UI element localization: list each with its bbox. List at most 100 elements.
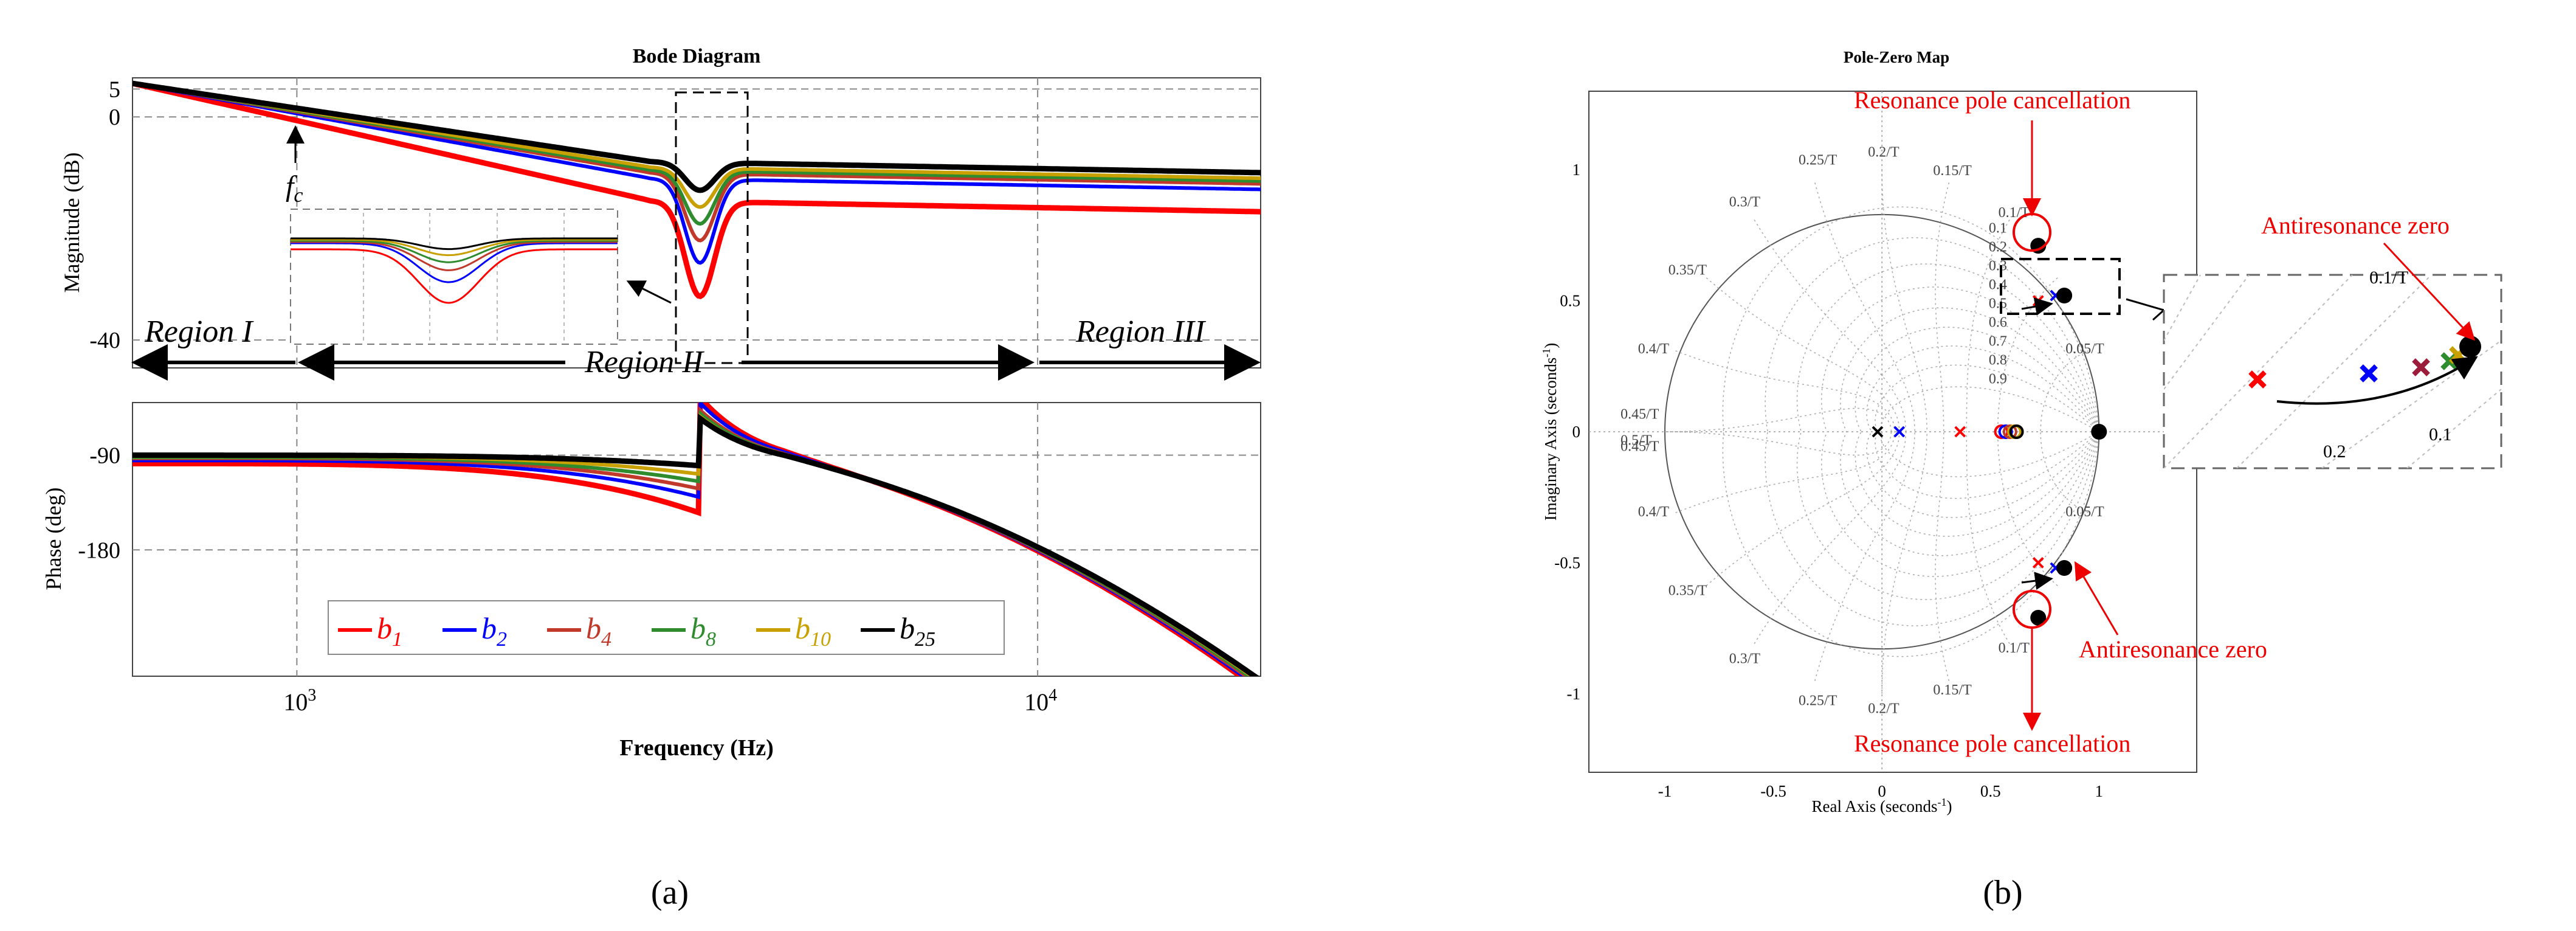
bode-xtick-0: 103	[283, 686, 316, 716]
wn-curve-10	[1664, 431, 1892, 456]
zero-1	[1998, 424, 2013, 439]
damping-curve-5	[1855, 327, 2099, 432]
inset-label-freq: 0.1/T	[2369, 268, 2408, 288]
region-three-label: Region III	[1075, 314, 1207, 349]
resonance-top-label: Resonance pole cancellation	[1854, 86, 2130, 114]
pz-ytick-0: 1	[1572, 161, 1581, 179]
pz-ytick-1: 0.5	[1560, 292, 1580, 310]
inset-curve-b4	[291, 241, 618, 271]
phase-ylabel: Phase (deg)	[41, 488, 66, 590]
antiresonance-bottom-arrow	[2074, 561, 2119, 635]
wn-curve-8	[1706, 431, 1900, 586]
freq-label-bot-3: 0.2/T	[1868, 701, 1899, 716]
pz-marks	[1872, 238, 2107, 626]
inset-grid-line-3	[2406, 389, 2501, 468]
wn-curve-5	[1881, 431, 1928, 694]
mag-tick-0: 5	[109, 77, 120, 102]
freq-label-bot-6: 0.35/T	[1669, 583, 1707, 598]
damping-label-6: 0.7	[1989, 334, 2007, 350]
freq-label-bot-0: 0.05/T	[2065, 504, 2104, 520]
inset-label-d2: 0.1	[2429, 424, 2452, 445]
magnitude-inset	[290, 209, 618, 345]
region-one-label: Region I	[144, 314, 254, 349]
wn-curve-8	[1706, 277, 1900, 432]
bode-x-ticks: 103 104	[283, 686, 1057, 716]
resonance-bottom-label: Resonance pole cancellation	[1854, 730, 2130, 757]
inset-trajectory-arrow	[2276, 356, 2478, 405]
pole-1	[1893, 426, 1906, 438]
black-point-1	[2056, 288, 2073, 303]
freq-label-bot-4: 0.25/T	[1799, 693, 1837, 708]
magnitude-y-ticks: 5 0 -40	[89, 77, 120, 353]
mag-curve-b25	[133, 80, 1261, 193]
inset-pole-1	[2360, 364, 2378, 382]
pz-xtick-4: 1	[2095, 782, 2104, 800]
wn-curve-4	[1935, 431, 1950, 681]
zero-2	[2002, 424, 2017, 439]
wn-curve-1	[2040, 431, 2089, 513]
freq-label-top-8: 0.45/T	[1620, 406, 1659, 422]
ph-tick-0: -90	[89, 443, 120, 469]
wn-curve-5	[1881, 170, 1928, 432]
black-point-4	[2056, 560, 2073, 576]
pz-inset: 0.1/T 0.2 0.1 Antiresonance zero	[2163, 212, 2502, 469]
freq-label-top-5: 0.3/T	[1729, 195, 1761, 210]
magnitude-ylabel: Magnitude (dB)	[60, 153, 84, 293]
pole-2	[1954, 426, 1966, 438]
pz-xtick-3: 0.5	[1980, 782, 2001, 800]
damping-curve-4	[1840, 307, 2099, 432]
damping-label-7: 0.8	[1989, 353, 2007, 369]
legend-label-3: b8	[690, 611, 716, 651]
wn-curve-7	[1754, 431, 1907, 644]
zero-4	[2009, 424, 2024, 439]
inset-curve-b8	[291, 240, 618, 263]
wn-curve-2	[1997, 431, 2058, 586]
damping-curve-5	[1855, 431, 2099, 537]
wn-curve-6	[1814, 431, 1916, 681]
freq-label-bot-5: 0.3/T	[1729, 651, 1761, 666]
damping-curve-3	[1820, 431, 2100, 577]
damping-label-2: 0.3	[1989, 258, 2007, 274]
wn-curve-1	[2040, 350, 2089, 432]
damping-label-8: 0.9	[1989, 372, 2007, 387]
mag-tick-1: 0	[109, 105, 120, 130]
wn-curve-2	[1997, 277, 2058, 432]
damping-curve-6	[1866, 345, 2099, 432]
bode-panel: Bode Diagram 50-40 Magnitude (dB) fc Reg…	[41, 45, 1261, 912]
resonance-top-circle	[2013, 213, 2051, 252]
inset-curve-b1	[291, 248, 618, 304]
freq-label-bot-7: 0.4/T	[1638, 504, 1670, 520]
inset-pole-0	[2248, 370, 2267, 389]
pole-0	[1872, 426, 1884, 438]
freq-label-top-1: 0.1/T	[1999, 205, 2030, 221]
antiresonance-inset-arrow	[2383, 242, 2476, 341]
phase-y-ticks: -90 -180	[78, 443, 120, 564]
damping-curve-3	[1820, 286, 2100, 432]
mag-curve-b1	[133, 80, 1261, 299]
panel-a-label: (a)	[651, 874, 689, 912]
freq-label-top-3: 0.2/T	[1868, 145, 1899, 161]
pz-ytick-4: -1	[1567, 685, 1581, 703]
damping-label-3: 0.4	[1989, 277, 2007, 293]
wn-curve-6	[1814, 182, 1916, 432]
pz-xtick-1: -0.5	[1760, 782, 1786, 800]
black-point-2	[2091, 424, 2107, 440]
inset-curve-b25	[291, 237, 618, 251]
damping-curve-4	[1840, 431, 2099, 556]
freq-label-top-7: 0.4/T	[1638, 341, 1670, 357]
inset-curve-b10	[291, 238, 618, 257]
pz-ylabel: Imaginary Axis (seconds-1)	[1540, 343, 1560, 521]
bode-title: Bode Diagram	[633, 45, 761, 67]
pz-ytick-3: -0.5	[1554, 553, 1580, 572]
damping-curve-7	[1875, 364, 2099, 432]
pz-zoom-box	[2000, 258, 2121, 315]
bode-xtick-1: 104	[1024, 686, 1057, 716]
pz-xtick-0: -1	[1658, 782, 1672, 800]
wn-curve-9	[1675, 350, 1896, 432]
legend-label-4: b10	[795, 611, 831, 651]
legend-label-5: b25	[900, 611, 935, 651]
mag-tick-2: -40	[89, 328, 120, 353]
damping-label-4: 0.5	[1989, 296, 2007, 312]
pz-ytick-2: 0	[1572, 423, 1581, 441]
pz-small-arrow-bottom	[2021, 572, 2053, 590]
